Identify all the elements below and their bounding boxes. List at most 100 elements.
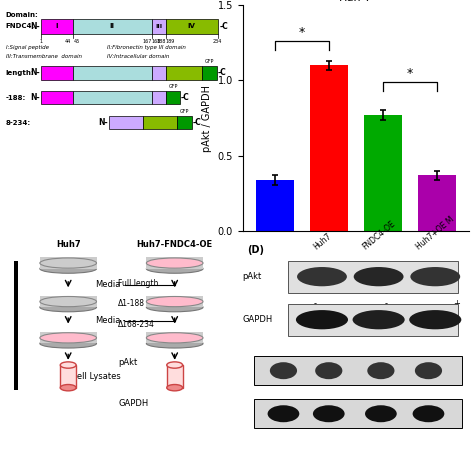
Ellipse shape — [296, 310, 348, 329]
Ellipse shape — [268, 405, 299, 422]
Ellipse shape — [353, 310, 405, 329]
Ellipse shape — [146, 339, 203, 348]
Ellipse shape — [60, 384, 76, 391]
Bar — [254, 356, 463, 385]
Text: N-: N- — [30, 22, 40, 31]
Ellipse shape — [40, 264, 97, 273]
Text: 188: 188 — [156, 39, 166, 44]
Text: Δ168-234: Δ168-234 — [118, 319, 155, 328]
Ellipse shape — [167, 384, 182, 391]
Text: III: III — [155, 24, 163, 29]
Ellipse shape — [146, 303, 203, 312]
Ellipse shape — [354, 267, 403, 286]
Bar — [418, 175, 456, 231]
Text: -C: -C — [192, 118, 201, 128]
Text: -: - — [456, 319, 458, 328]
Bar — [73, 91, 152, 104]
Text: -C: -C — [217, 68, 226, 77]
Text: 1: 1 — [39, 39, 43, 44]
Bar — [146, 257, 203, 269]
Text: GFP: GFP — [180, 109, 189, 114]
Bar — [288, 261, 458, 292]
Bar — [152, 91, 165, 104]
Text: II:Fibronectin type III domain: II:Fibronectin type III domain — [107, 46, 186, 50]
Text: 44: 44 — [65, 39, 71, 44]
Ellipse shape — [367, 362, 394, 379]
Y-axis label: pAkt / GAPDH: pAkt / GAPDH — [202, 84, 212, 152]
Text: -: - — [384, 299, 387, 308]
Text: III:Transmembrane  domain: III:Transmembrane domain — [6, 55, 82, 59]
Text: pAkt: pAkt — [243, 272, 262, 281]
Bar — [60, 365, 76, 388]
Text: -C: -C — [181, 93, 190, 102]
Bar — [41, 66, 73, 80]
Text: GAPDH: GAPDH — [118, 399, 148, 408]
Bar — [40, 257, 97, 269]
Text: Huh7: Huh7 — [56, 240, 81, 249]
Bar — [165, 91, 180, 104]
Text: I: I — [55, 24, 58, 29]
Text: Media: Media — [95, 316, 120, 325]
Bar — [14, 261, 18, 390]
Ellipse shape — [40, 296, 97, 307]
Bar — [167, 365, 182, 388]
Text: -: - — [384, 319, 387, 328]
Ellipse shape — [410, 267, 460, 286]
Bar — [202, 66, 217, 80]
Bar — [256, 180, 294, 231]
Ellipse shape — [146, 296, 203, 307]
Bar — [288, 304, 458, 336]
Text: Huh7-FNDC4-OE: Huh7-FNDC4-OE — [137, 240, 213, 249]
Text: IV:Intracellular domain: IV:Intracellular domain — [107, 55, 169, 59]
Text: Huh7: Huh7 — [311, 232, 333, 252]
Ellipse shape — [146, 258, 203, 268]
Ellipse shape — [40, 333, 97, 343]
Bar — [364, 115, 402, 231]
Bar — [152, 19, 165, 34]
Text: *: * — [299, 27, 305, 39]
Text: FNDC4:: FNDC4: — [6, 23, 35, 29]
Ellipse shape — [315, 362, 342, 379]
Bar — [146, 296, 203, 307]
Bar — [73, 66, 152, 80]
Text: -: - — [314, 319, 317, 328]
Text: -: - — [314, 299, 317, 308]
Bar — [41, 91, 73, 104]
Text: N-: N- — [30, 68, 40, 77]
Ellipse shape — [40, 258, 97, 268]
Text: 167: 167 — [143, 39, 152, 44]
Bar — [40, 332, 97, 344]
Text: Media: Media — [95, 280, 120, 289]
Text: 189: 189 — [165, 39, 175, 44]
Text: -: - — [314, 279, 317, 288]
Text: 45: 45 — [74, 39, 81, 44]
Ellipse shape — [409, 310, 461, 329]
Text: II: II — [110, 24, 115, 29]
Text: (D): (D) — [247, 245, 264, 255]
Ellipse shape — [40, 303, 97, 312]
Text: GAPDH: GAPDH — [243, 315, 273, 324]
Title: Huh-7: Huh-7 — [339, 0, 373, 2]
Text: FNDC4-OE: FNDC4-OE — [361, 219, 397, 252]
Bar — [40, 296, 97, 307]
Bar — [41, 19, 73, 34]
Ellipse shape — [270, 362, 297, 379]
Bar — [146, 332, 203, 344]
Bar — [109, 116, 143, 129]
Ellipse shape — [60, 362, 76, 368]
Text: length:: length: — [6, 70, 35, 76]
Ellipse shape — [146, 264, 203, 273]
Text: 168: 168 — [152, 39, 161, 44]
Ellipse shape — [412, 405, 444, 422]
Text: IV: IV — [188, 24, 196, 29]
Text: Huh7+OE M: Huh7+OE M — [415, 215, 456, 252]
Text: -: - — [456, 279, 458, 288]
Text: N-: N- — [30, 93, 40, 102]
Text: Cell Lysates: Cell Lysates — [71, 372, 120, 381]
Bar — [310, 65, 348, 231]
Text: Full length: Full length — [118, 279, 158, 288]
Ellipse shape — [146, 333, 203, 343]
Text: +: + — [453, 299, 460, 308]
Text: 234: 234 — [213, 39, 222, 44]
Ellipse shape — [365, 405, 397, 422]
